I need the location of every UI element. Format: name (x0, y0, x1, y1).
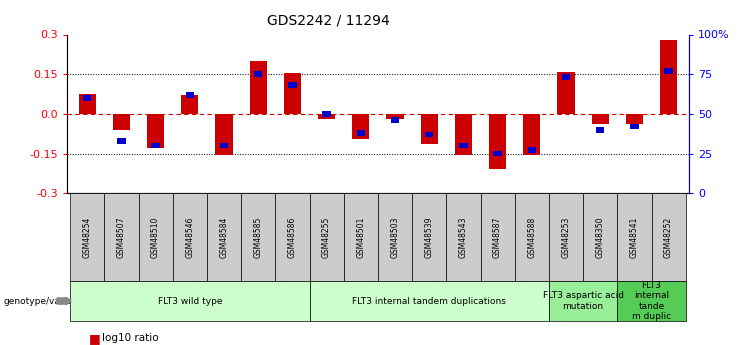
Bar (489, 114, 506, 169)
Text: GSM48541: GSM48541 (630, 217, 639, 258)
Text: GSM48587: GSM48587 (493, 217, 502, 258)
Bar (494, 151, 502, 156)
Bar (254, 71, 262, 77)
Bar (596, 127, 605, 132)
Text: GSM48546: GSM48546 (185, 216, 194, 258)
Text: log10 ratio: log10 ratio (102, 333, 159, 343)
Text: GSM48588: GSM48588 (528, 217, 536, 258)
Text: GSM48585: GSM48585 (253, 217, 263, 258)
Bar (220, 143, 228, 148)
Text: GSM48507: GSM48507 (117, 216, 126, 258)
Bar (79, 94, 96, 114)
Bar (459, 143, 468, 148)
Bar (147, 114, 165, 148)
Bar (665, 68, 673, 74)
Bar (523, 114, 540, 155)
Bar (660, 40, 677, 114)
Bar (182, 95, 199, 114)
Text: GSM48350: GSM48350 (596, 216, 605, 258)
Text: FLT3 aspartic acid
mutation: FLT3 aspartic acid mutation (542, 291, 624, 311)
Text: GSM48539: GSM48539 (425, 216, 433, 258)
Text: GSM48503: GSM48503 (391, 216, 399, 258)
Text: GSM48255: GSM48255 (322, 217, 331, 258)
Text: genotype/variation: genotype/variation (4, 296, 90, 306)
Bar (591, 114, 609, 125)
Bar (113, 114, 130, 130)
Bar (185, 92, 194, 98)
Bar (626, 114, 643, 125)
Bar (455, 114, 472, 155)
Bar (425, 131, 433, 137)
Text: GDS2242 / 11294: GDS2242 / 11294 (267, 14, 390, 28)
Bar (630, 124, 639, 129)
Text: GSM48584: GSM48584 (219, 217, 228, 258)
Bar (562, 75, 571, 80)
Bar (391, 117, 399, 123)
Text: FLT3
internal
tande
m duplic: FLT3 internal tande m duplic (632, 281, 671, 321)
Bar (250, 61, 267, 114)
Text: GSM48543: GSM48543 (459, 216, 468, 258)
Text: GSM48253: GSM48253 (562, 217, 571, 258)
Text: GSM48254: GSM48254 (83, 217, 92, 258)
Text: GSM48501: GSM48501 (356, 217, 365, 258)
Bar (356, 130, 365, 136)
Text: GSM48586: GSM48586 (288, 217, 297, 258)
Bar (352, 114, 369, 139)
Bar (83, 95, 91, 101)
Bar (151, 143, 160, 148)
Bar (528, 147, 536, 153)
Bar (117, 138, 126, 144)
Bar (421, 114, 438, 144)
Bar (216, 114, 233, 155)
Text: GSM48252: GSM48252 (664, 217, 673, 258)
Bar (284, 73, 301, 114)
Bar (288, 82, 296, 88)
Text: GSM48510: GSM48510 (151, 217, 160, 258)
Text: FLT3 wild type: FLT3 wild type (158, 296, 222, 306)
Text: FLT3 internal tandem duplications: FLT3 internal tandem duplications (352, 296, 506, 306)
Bar (387, 114, 404, 119)
Bar (318, 114, 335, 119)
Text: ■: ■ (89, 332, 101, 345)
Bar (322, 111, 331, 117)
Bar (557, 71, 574, 114)
